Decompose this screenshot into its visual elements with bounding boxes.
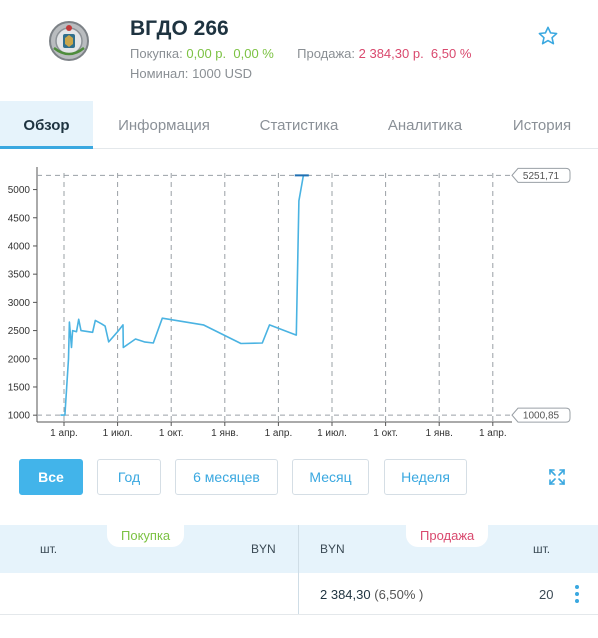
row-separator [298, 614, 598, 615]
y-tick-label: 5000 [8, 185, 31, 196]
price-chart-svg: 1000 1500 2000 2500 3000 3500 4000 4500 5000 1 ап… [8, 167, 571, 439]
period-year-button[interactable]: Год [97, 459, 161, 495]
period-month-button[interactable]: Месяц [292, 459, 369, 495]
sell-order-price-value: 2 384,30 [320, 587, 371, 602]
buy-qty-column: шт. [40, 542, 58, 556]
sell-order-qty: 20 [539, 587, 554, 602]
coat-of-arms-icon [49, 21, 89, 61]
max-value-flag [511, 167, 571, 183]
sell-currency-column: BYN [320, 542, 345, 556]
sell-order-row[interactable]: 2 384,30 (6,50% ) 20 [0, 573, 598, 615]
tab-analytics[interactable]: Аналитика [387, 117, 463, 134]
fullscreen-expand-icon[interactable] [548, 468, 566, 486]
x-tick-label: 1 апр. [265, 428, 293, 439]
price-series-line [60, 174, 309, 416]
order-book-divider [298, 525, 299, 615]
buy-currency-column: BYN [251, 542, 276, 556]
sell-label: Продажа: [297, 46, 355, 61]
y-tick-label: 2000 [8, 354, 31, 365]
tab-bar: Обзор Информация Статистика Аналитика Ис… [0, 101, 598, 149]
y-tick-label: 4500 [8, 213, 31, 224]
tab-statistics[interactable]: Статистика [259, 117, 339, 134]
sell-change: 6,50 % [430, 46, 472, 61]
nominal-label: Номинал: [130, 66, 189, 81]
y-tick-label: 3500 [8, 270, 31, 281]
tab-history[interactable]: История [512, 117, 572, 134]
tab-overview[interactable]: Обзор [0, 101, 93, 149]
x-tick-label: 1 янв. [211, 428, 238, 439]
sell-order-pct: (6,50% ) [374, 587, 424, 602]
page-title: ВГДО 266 [130, 17, 229, 40]
star-outline-icon[interactable] [537, 25, 559, 47]
order-book-header: Покупка Продажа шт. BYN BYN шт. [0, 525, 598, 615]
tab-information[interactable]: Информация [118, 117, 210, 134]
period-week-button[interactable]: Неделя [384, 459, 467, 495]
x-tick-label: 1 июл. [103, 428, 133, 439]
x-tick-label: 1 окт. [373, 428, 398, 439]
nominal-line: Номинал: 1000 USD [130, 66, 252, 81]
kebab-menu-icon[interactable] [570, 583, 584, 605]
price-chart: 1000 1500 2000 2500 3000 3500 4000 4500 5000 1 ап… [0, 150, 598, 440]
y-tick-label: 2500 [8, 326, 31, 337]
min-value-label: 1000,85 [523, 411, 560, 422]
min-value-flag [511, 407, 571, 423]
security-header: ВГДО 266 Покупка: 0,00 р. 0,00 % Продажа… [0, 0, 598, 100]
nominal-value: 1000 USD [192, 66, 253, 81]
sell-qty-column: шт. [533, 542, 551, 556]
x-tick-label: 1 июл. [317, 428, 347, 439]
period-selector: Все Год 6 месяцев Месяц Неделя [0, 459, 598, 495]
buy-label: Покупка: [130, 46, 183, 61]
sell-order-price: 2 384,30 (6,50% ) [320, 587, 423, 602]
x-tick-label: 1 апр. [479, 428, 507, 439]
x-tick-label: 1 янв. [426, 428, 453, 439]
sell-title: Продажа [406, 525, 489, 547]
x-tick-label: 1 окт. [159, 428, 184, 439]
y-tick-label: 4000 [8, 241, 31, 252]
x-tick-label: 1 апр. [50, 428, 78, 439]
period-all-button[interactable]: Все [19, 459, 83, 495]
quote-line: Покупка: 0,00 р. 0,00 % Продажа: 2 384,3… [130, 46, 471, 61]
buy-change: 0,00 % [233, 46, 274, 61]
buy-title: Покупка [107, 525, 185, 547]
y-tick-label: 1500 [8, 382, 31, 393]
y-tick-label: 3000 [8, 298, 31, 309]
sell-price: 2 384,30 р. [358, 46, 424, 61]
buy-price: 0,00 р. [186, 46, 227, 61]
y-tick-label: 1000 [8, 411, 31, 422]
max-value-label: 5251,71 [523, 171, 560, 182]
period-6months-button[interactable]: 6 месяцев [175, 459, 278, 495]
